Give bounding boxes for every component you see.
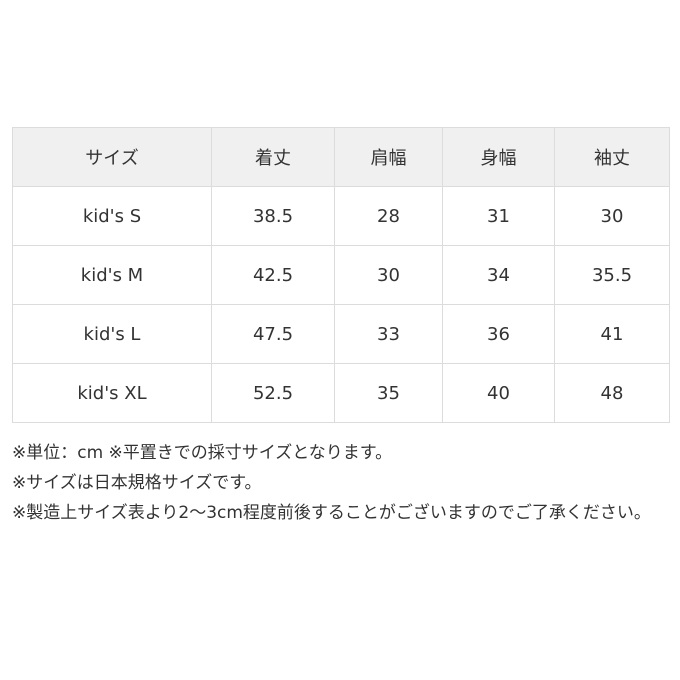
table-cell: 33 (334, 304, 443, 364)
table-cell: kid's XL (12, 363, 212, 423)
table-row: kid's M 42.5 30 34 35.5 (12, 245, 670, 305)
table-cell: 40 (442, 363, 555, 423)
note-japan-size: ※サイズは日本規格サイズです。 (12, 473, 262, 493)
table-cell: 42.5 (211, 245, 335, 305)
table-row: kid's S 38.5 28 31 30 (12, 186, 670, 246)
table-cell: 48 (554, 363, 670, 423)
table-cell: kid's L (12, 304, 212, 364)
table-header-row: サイズ 着丈 肩幅 身幅 袖丈 (12, 127, 670, 187)
header-sleeve: 袖丈 (554, 127, 670, 187)
table-row: kid's L 47.5 33 36 41 (12, 304, 670, 364)
table-cell: 35.5 (554, 245, 670, 305)
table-cell: 35 (334, 363, 443, 423)
table-row: kid's XL 52.5 35 40 48 (12, 363, 670, 423)
table-cell: kid's S (12, 186, 212, 246)
table-cell: kid's M (12, 245, 212, 305)
note-tolerance: ※製造上サイズ表より2～3cm程度前後することがございますのでご了承ください。 (12, 503, 651, 523)
table-cell: 47.5 (211, 304, 335, 364)
notes: ※単位：cm ※平置きでの採寸サイズとなります。 ※サイズは日本規格サイズです。… (12, 438, 662, 528)
size-table: サイズ 着丈 肩幅 身幅 袖丈 kid's S 38.5 28 31 30 kid's M… (12, 127, 670, 423)
table-cell: 52.5 (211, 363, 335, 423)
table-cell: 31 (442, 186, 555, 246)
table-cell: 28 (334, 186, 443, 246)
header-length: 着丈 (211, 127, 335, 187)
table-cell: 36 (442, 304, 555, 364)
table-cell: 38.5 (211, 186, 335, 246)
header-chest: 身幅 (442, 127, 555, 187)
table-cell: 41 (554, 304, 670, 364)
table-cell: 30 (334, 245, 443, 305)
table-cell: 34 (442, 245, 555, 305)
table-cell: 30 (554, 186, 670, 246)
header-size: サイズ (12, 127, 212, 187)
header-shoulder: 肩幅 (334, 127, 443, 187)
note-unit: ※単位：cm ※平置きでの採寸サイズとなります。 (12, 443, 393, 463)
